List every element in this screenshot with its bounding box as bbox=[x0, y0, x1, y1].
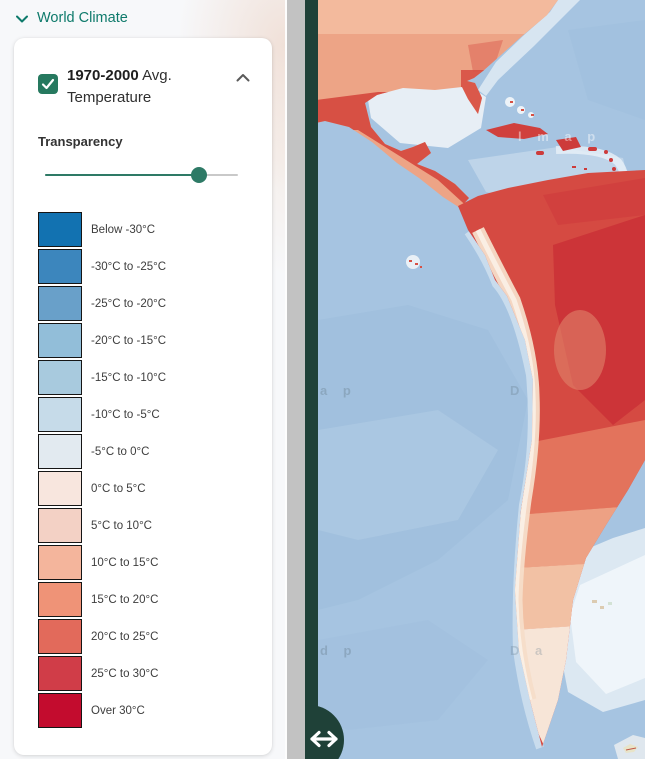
transparency-slider-handle[interactable] bbox=[191, 167, 208, 183]
layer-title-years: 1970-2000 bbox=[67, 67, 139, 84]
legend-swatch bbox=[38, 693, 82, 728]
legend-item: -20°C to -15°C bbox=[38, 323, 254, 358]
legend-label: 20°C to 25°C bbox=[91, 630, 159, 643]
legend-item: -25°C to -20°C bbox=[38, 286, 254, 321]
legend-label: -10°C to -5°C bbox=[91, 408, 160, 421]
legend-swatch bbox=[38, 286, 82, 321]
panel-title: World Climate bbox=[37, 10, 128, 26]
svg-text:a p: a p bbox=[320, 383, 357, 398]
horizontal-resize-arrow-icon bbox=[308, 729, 340, 754]
legend-item: 20°C to 25°C bbox=[38, 619, 254, 654]
transparency-slider-fill bbox=[45, 174, 200, 176]
legend-label: -5°C to 0°C bbox=[91, 445, 150, 458]
svg-text:l m a p: l m a p bbox=[518, 129, 601, 144]
legend-swatch bbox=[38, 656, 82, 691]
svg-text:D a: D a bbox=[510, 643, 548, 658]
legend-item: 15°C to 20°C bbox=[38, 582, 254, 617]
legend-swatch bbox=[38, 545, 82, 580]
layer-title-rest: Avg. Temperature bbox=[67, 67, 172, 106]
legend-swatch bbox=[38, 471, 82, 506]
legend-item: -10°C to -5°C bbox=[38, 397, 254, 432]
legend-label: -30°C to -25°C bbox=[91, 260, 167, 273]
legend-swatch bbox=[38, 582, 82, 617]
legend-item: -15°C to -10°C bbox=[38, 360, 254, 395]
legend-swatch bbox=[38, 323, 82, 358]
layer-card: 1970-2000 Avg. Temperature Transparency … bbox=[14, 38, 272, 755]
legend-label: 25°C to 30°C bbox=[91, 667, 159, 680]
legend-label: 0°C to 5°C bbox=[91, 482, 146, 495]
collapse-button[interactable] bbox=[236, 73, 250, 109]
layer-title: 1970-2000 Avg. Temperature bbox=[67, 65, 217, 109]
transparency-slider[interactable] bbox=[45, 167, 238, 183]
legend-label: Below -30°C bbox=[91, 223, 156, 236]
panel-scrollbar[interactable] bbox=[285, 0, 307, 759]
legend-item: 5°C to 10°C bbox=[38, 508, 254, 543]
legend-item: 10°C to 15°C bbox=[38, 545, 254, 580]
south-america-landmass bbox=[458, 170, 645, 747]
temperature-legend: Below -30°C -30°C to -25°C -25°C to -20°… bbox=[38, 212, 254, 730]
legend-swatch bbox=[38, 619, 82, 654]
check-icon bbox=[41, 78, 55, 90]
map-canvas[interactable]: l m a p a p D d p D a bbox=[318, 0, 645, 759]
legend-label: 5°C to 10°C bbox=[91, 519, 152, 532]
legend-swatch bbox=[38, 434, 82, 469]
climate-map: l m a p a p D d p D a bbox=[318, 0, 645, 759]
legend-label: 10°C to 15°C bbox=[91, 556, 159, 569]
legend-item: -30°C to -25°C bbox=[38, 249, 254, 284]
legend-swatch bbox=[38, 212, 82, 247]
legend-swatch bbox=[38, 397, 82, 432]
chevron-up-icon bbox=[236, 74, 250, 82]
legend-item: -5°C to 0°C bbox=[38, 434, 254, 469]
legend-label: -25°C to -20°C bbox=[91, 297, 167, 310]
legend-swatch bbox=[38, 508, 82, 543]
legend-label: Over 30°C bbox=[91, 704, 145, 717]
layer-row: 1970-2000 Avg. Temperature bbox=[38, 65, 250, 109]
legend-swatch bbox=[38, 360, 82, 395]
legend-label: -20°C to -15°C bbox=[91, 334, 167, 347]
legend-item: Below -30°C bbox=[38, 212, 254, 247]
layers-panel: World Climate 1970-2000 Avg. Temperature… bbox=[0, 0, 285, 759]
transparency-label: Transparency bbox=[38, 134, 123, 149]
legend-item: Over 30°C bbox=[38, 693, 254, 728]
legend-swatch bbox=[38, 249, 82, 284]
map-watermark: l m a p a p D d p D a bbox=[320, 129, 601, 658]
legend-item: 0°C to 5°C bbox=[38, 471, 254, 506]
legend-item: 25°C to 30°C bbox=[38, 656, 254, 691]
world-climate-header[interactable]: World Climate bbox=[16, 10, 128, 26]
swipe-divider-bar[interactable] bbox=[305, 0, 318, 759]
layer-checkbox[interactable] bbox=[38, 74, 58, 94]
svg-text:D: D bbox=[510, 383, 525, 398]
legend-label: 15°C to 20°C bbox=[91, 593, 159, 606]
chevron-down-icon[interactable] bbox=[16, 15, 28, 23]
svg-text:d p: d p bbox=[320, 643, 358, 658]
legend-label: -15°C to -10°C bbox=[91, 371, 167, 384]
swipe-handle[interactable] bbox=[305, 705, 347, 759]
